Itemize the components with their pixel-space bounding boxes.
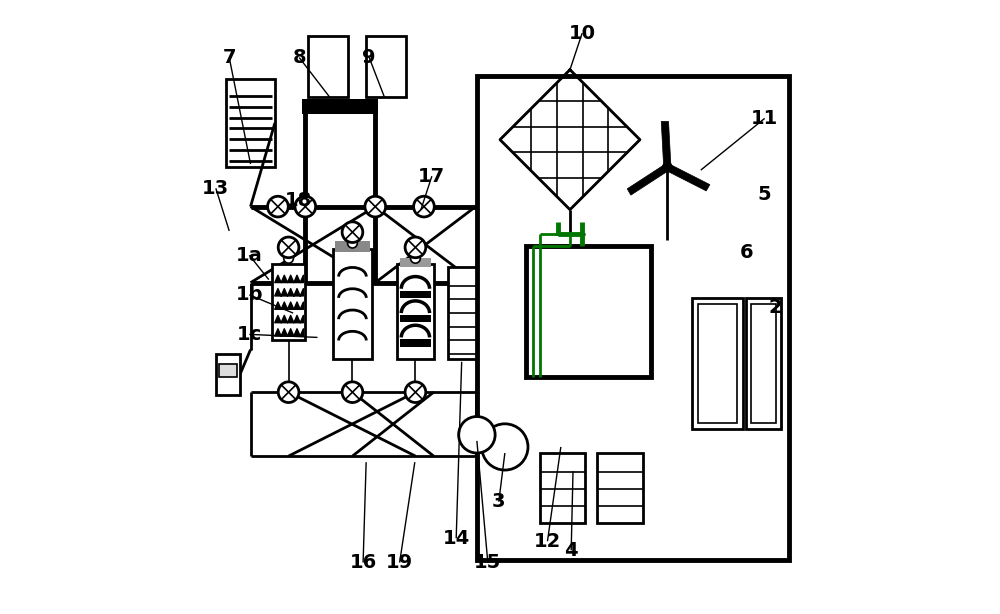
Text: 14: 14 xyxy=(443,529,470,548)
Circle shape xyxy=(411,254,420,263)
Bar xyxy=(397,265,434,359)
Circle shape xyxy=(278,237,299,258)
Bar xyxy=(540,453,585,523)
Text: 10: 10 xyxy=(569,24,596,43)
Text: 8: 8 xyxy=(292,48,306,67)
Bar xyxy=(226,79,275,167)
Text: 4: 4 xyxy=(564,541,578,560)
Bar xyxy=(216,354,240,395)
Bar xyxy=(597,453,643,523)
Polygon shape xyxy=(627,164,669,195)
Bar xyxy=(477,76,789,559)
Bar xyxy=(526,246,651,377)
Bar xyxy=(366,36,406,97)
Text: 13: 13 xyxy=(202,179,229,198)
Circle shape xyxy=(342,222,363,243)
Circle shape xyxy=(414,196,434,217)
Text: 6: 6 xyxy=(740,243,753,262)
Bar xyxy=(272,265,305,341)
Bar xyxy=(400,315,431,322)
Circle shape xyxy=(365,196,386,217)
Text: 16: 16 xyxy=(349,553,377,572)
Circle shape xyxy=(459,416,495,453)
Circle shape xyxy=(268,196,288,217)
Circle shape xyxy=(405,382,426,403)
Circle shape xyxy=(405,237,426,258)
Bar xyxy=(448,268,476,359)
Bar xyxy=(400,290,431,298)
Bar xyxy=(746,298,781,429)
Text: 17: 17 xyxy=(418,166,445,185)
Bar xyxy=(400,258,431,268)
Text: 9: 9 xyxy=(362,48,376,67)
Polygon shape xyxy=(665,164,710,191)
Bar xyxy=(219,363,237,377)
Polygon shape xyxy=(661,122,671,167)
Bar xyxy=(302,99,378,114)
Text: 18: 18 xyxy=(284,191,312,210)
Bar xyxy=(692,298,743,429)
Circle shape xyxy=(342,382,363,403)
Text: 1a: 1a xyxy=(236,246,263,265)
Bar xyxy=(751,304,776,422)
Circle shape xyxy=(295,196,316,217)
Text: 11: 11 xyxy=(751,109,778,128)
Text: 5: 5 xyxy=(758,185,771,204)
Text: 2: 2 xyxy=(768,298,782,316)
Circle shape xyxy=(284,254,293,263)
Circle shape xyxy=(482,424,528,470)
Text: 12: 12 xyxy=(534,532,561,551)
Text: 1b: 1b xyxy=(236,286,263,305)
Bar xyxy=(698,304,737,422)
Text: 1c: 1c xyxy=(237,325,262,344)
Text: 19: 19 xyxy=(386,553,413,572)
Bar xyxy=(333,249,372,359)
Bar xyxy=(308,36,348,97)
Circle shape xyxy=(278,382,299,403)
Bar xyxy=(400,340,431,346)
Circle shape xyxy=(663,163,672,171)
Text: 15: 15 xyxy=(474,553,501,572)
Circle shape xyxy=(348,238,357,248)
Text: 3: 3 xyxy=(492,492,506,511)
Text: 7: 7 xyxy=(222,48,236,67)
Bar xyxy=(335,241,370,252)
